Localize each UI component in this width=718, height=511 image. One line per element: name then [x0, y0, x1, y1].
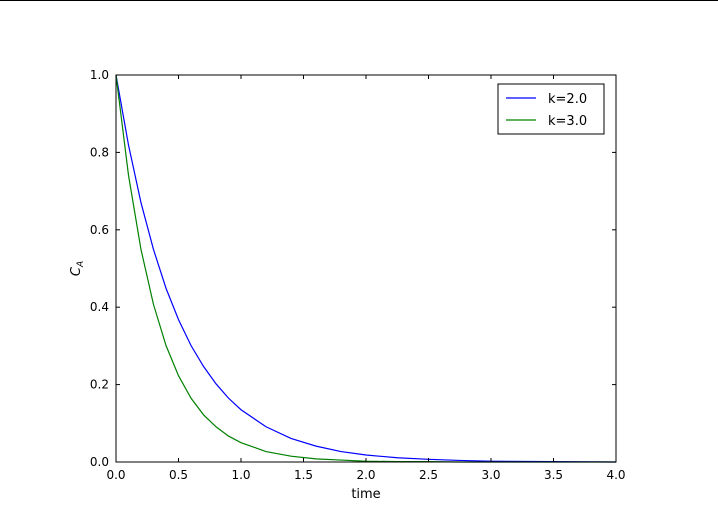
series-line-k2 [115, 74, 617, 463]
legend: k=2.0 k=3.0 [497, 83, 605, 135]
axis-ticks [115, 74, 617, 463]
top-border-line [0, 0, 718, 1]
y-tick-label: 0.8 [90, 145, 109, 159]
legend-label-k2: k=2.0 [548, 92, 587, 107]
y-tick-label: 1.0 [90, 68, 109, 82]
x-tick-label: 3.5 [544, 468, 563, 482]
y-tick-label: 0.6 [90, 223, 109, 237]
x-tick-label: 2.5 [419, 468, 438, 482]
x-tick-label: 4.0 [606, 468, 625, 482]
y-axis-label: CA [69, 261, 86, 276]
y-tick-label: 0.4 [90, 300, 109, 314]
x-tick-label: 0.5 [169, 468, 188, 482]
x-tick-label: 0.0 [106, 468, 125, 482]
y-tick-label: 0.0 [90, 455, 109, 469]
legend-label-k3: k=3.0 [548, 114, 587, 129]
x-tick-label: 2.0 [356, 468, 375, 482]
legend-box [497, 83, 605, 135]
y-tick-label: 0.2 [90, 378, 109, 392]
x-tick-label: 1.5 [294, 468, 313, 482]
x-tick-label: 3.0 [481, 468, 500, 482]
y-axis-label-subscript: A [76, 261, 86, 268]
y-axis-label-main: C [69, 266, 84, 276]
x-tick-label: 1.0 [231, 468, 250, 482]
x-axis-label: time [351, 487, 380, 502]
axis-tick-labels: 0.0 0.5 1.0 1.5 2.0 2.5 3.0 3.5 4.0 0.0 0.2 0.4 0.6 0… [90, 68, 626, 482]
